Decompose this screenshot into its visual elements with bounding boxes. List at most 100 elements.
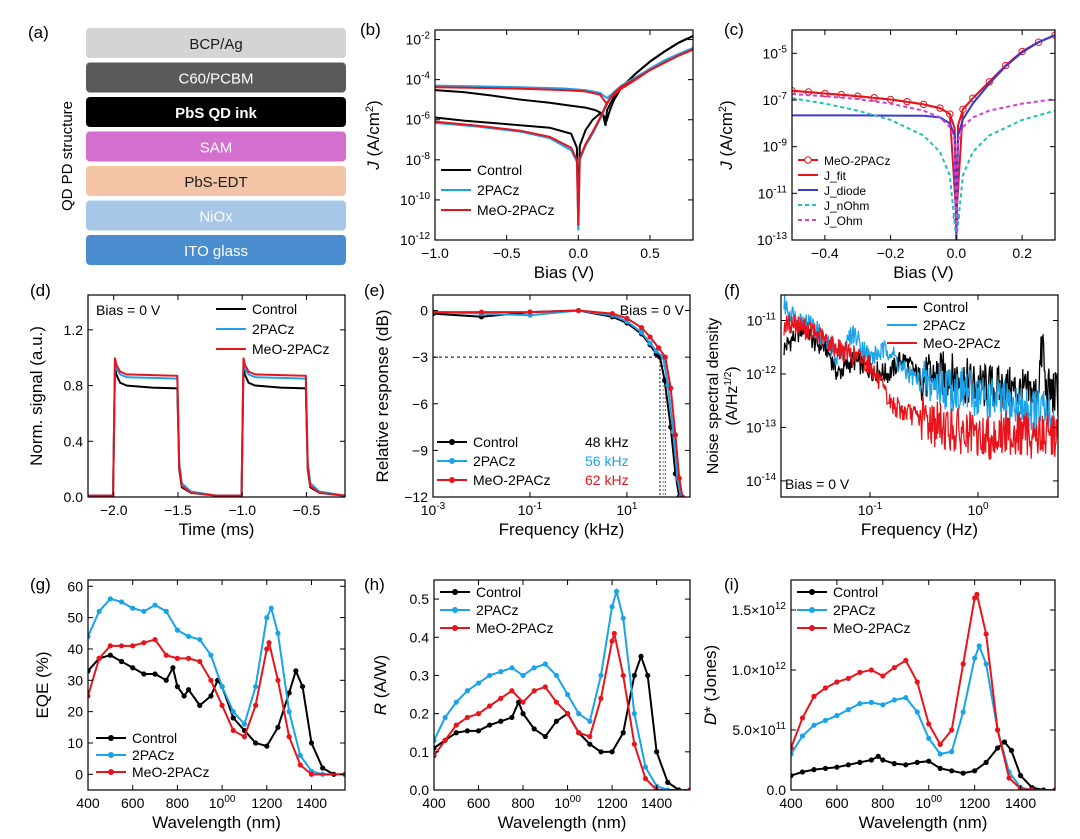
- data-point: [655, 345, 662, 351]
- layer-label-0: BCP/Ag: [189, 36, 242, 53]
- legend-marker: [108, 752, 114, 758]
- panel-letter-c: (c): [724, 20, 744, 39]
- data-point: [983, 661, 989, 667]
- x-tick-label: 0.0: [947, 245, 967, 261]
- x-axis-label: Wavelength (nm): [498, 813, 627, 832]
- legend-marker: [108, 769, 114, 775]
- plot-frame: [791, 29, 1056, 241]
- legend-label: Control: [473, 434, 518, 450]
- x-tick-label: 1400: [641, 795, 672, 811]
- legend-label: 2PACz: [252, 321, 295, 337]
- panel-letter-d: (d): [30, 281, 51, 300]
- legend-marker: [809, 625, 815, 631]
- data-point: [868, 699, 874, 706]
- data-point: [679, 494, 686, 497]
- series-line-MeO-2PACz: [433, 309, 684, 497]
- layer-label-6: ITO glass: [184, 243, 248, 260]
- y-tick-label: 0: [420, 303, 428, 319]
- y-tick-label: 10-7: [763, 91, 788, 108]
- data-point: [609, 638, 615, 644]
- data-point: [141, 608, 147, 614]
- bias-annotation: Bias = 0 V: [620, 302, 685, 318]
- y-tick-label: 0.4: [410, 629, 430, 645]
- data-point: [880, 757, 886, 763]
- legend-label: 2PACz: [833, 602, 876, 618]
- data-point: [845, 707, 851, 713]
- data-point: [654, 749, 660, 755]
- data-point: [598, 672, 604, 679]
- y-tick-label: 10: [67, 735, 83, 751]
- data-point: [509, 665, 515, 671]
- legend-label: MeO-2PACz: [824, 154, 890, 168]
- data-point: [266, 640, 272, 646]
- x-tick-label: 400: [779, 795, 803, 811]
- series-line-Control: [435, 35, 693, 127]
- legend-label: MeO-2PACz: [252, 341, 330, 357]
- cutoff-label: 62 kHz: [585, 472, 629, 488]
- data-point: [976, 643, 982, 649]
- x-tick-label: 800: [871, 795, 895, 811]
- data-point: [575, 307, 582, 314]
- data-point: [642, 775, 649, 782]
- legend-marker: [449, 477, 455, 483]
- series-line-Control: [435, 35, 693, 220]
- data-point: [857, 759, 863, 766]
- y-tick-label: 0.0: [64, 489, 84, 505]
- data-point: [662, 354, 668, 360]
- data-point: [645, 672, 651, 679]
- x-tick-label: 10-1: [518, 501, 543, 518]
- legend-label: Control: [923, 299, 968, 315]
- data-point: [219, 702, 225, 708]
- legend-label: J_nOhm: [824, 199, 869, 213]
- data-point: [531, 688, 537, 694]
- x-axis-label: Wavelength (nm): [859, 813, 988, 832]
- x-tick-label: −0.5: [293, 502, 321, 518]
- data-point: [1017, 773, 1024, 779]
- y-tick-label: 0.0: [767, 782, 787, 798]
- bias-annotation: Bias = 0 V: [785, 476, 850, 492]
- x-tick-label: 0.2: [1012, 245, 1032, 261]
- y-axis-label: D* (Jones): [701, 645, 720, 725]
- plot-frame: [87, 579, 346, 791]
- data-point: [434, 737, 437, 743]
- legend-label: MeO-2PACz: [923, 335, 1001, 351]
- plot-area: [435, 35, 693, 231]
- data-point: [185, 633, 192, 640]
- data-point: [219, 683, 225, 690]
- data-point: [475, 680, 482, 686]
- data-point: [520, 711, 526, 717]
- data-point: [587, 741, 593, 747]
- data-point: [960, 661, 966, 667]
- series-line-J_Ohm: [792, 93, 1055, 240]
- data-point: [118, 658, 125, 665]
- data-point: [665, 779, 671, 785]
- data-point: [811, 722, 817, 728]
- x-tick-label: −2.0: [100, 502, 128, 518]
- data-point: [185, 687, 192, 693]
- y-tick-label: 10-8: [406, 151, 431, 168]
- x-tick-label: −0.2: [877, 245, 905, 261]
- y-tick-label: 10-14: [746, 472, 776, 489]
- panel-letter-e: (e): [364, 281, 385, 300]
- data-point: [286, 690, 292, 696]
- data-point: [960, 709, 966, 715]
- data-point: [498, 718, 504, 724]
- y-axis-label: R (A/W): [371, 655, 390, 715]
- y-tick-label: 10-10: [400, 191, 430, 208]
- data-point: [553, 699, 560, 705]
- x-tick-label: 1200: [959, 795, 990, 811]
- y-tick-label: 1.0×1012: [732, 661, 787, 678]
- data-point: [799, 769, 806, 775]
- legend-label: MeO-2PACz: [473, 472, 551, 488]
- series-line-Control: [433, 309, 681, 497]
- x-tick-label: 1400: [296, 795, 327, 811]
- data-point: [509, 714, 515, 721]
- series-line-J_nOhm: [792, 97, 1055, 240]
- data-point: [687, 787, 690, 790]
- plot-frame: [87, 294, 346, 498]
- data-point: [320, 765, 326, 771]
- layer-label-5: NiOx: [199, 209, 233, 226]
- y-axis-label: EQE (%): [33, 651, 52, 718]
- data-point: [1029, 787, 1035, 790]
- data-point: [926, 758, 932, 764]
